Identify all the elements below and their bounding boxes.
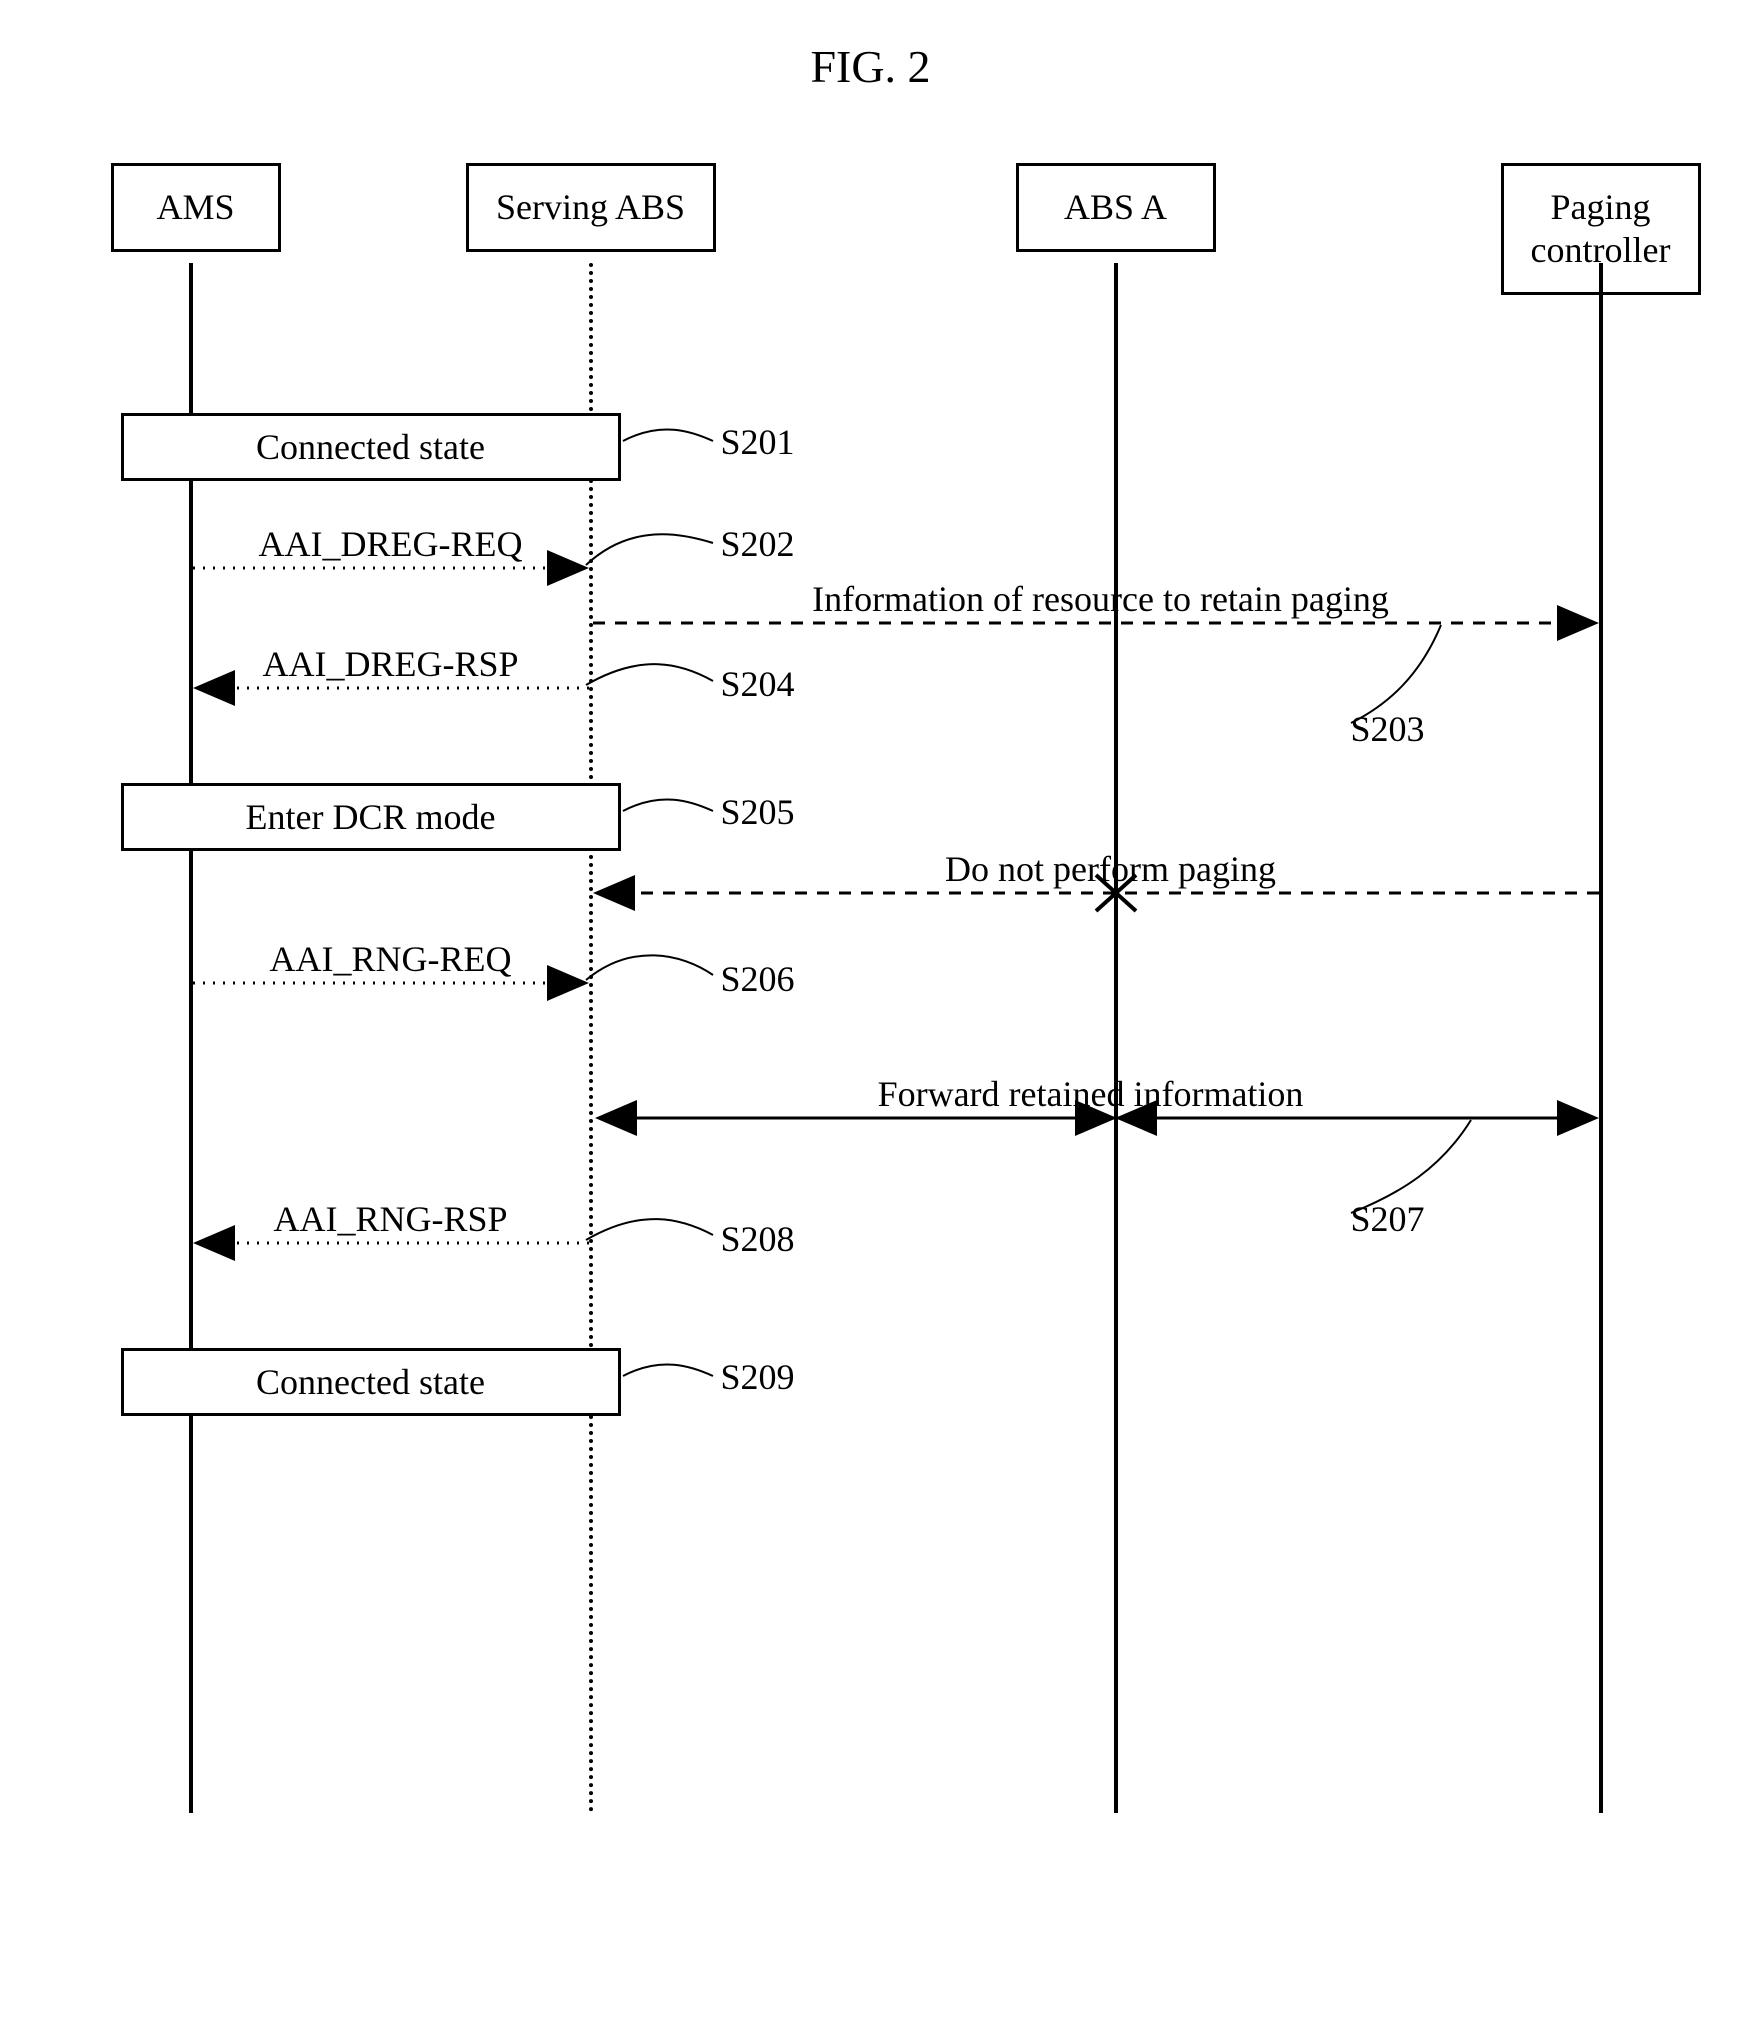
state-connected-s209: Connected state — [121, 1348, 621, 1416]
msg-s207: Forward retained information — [741, 1073, 1441, 1115]
msg-no-paging: Do not perform paging — [761, 848, 1461, 890]
label-s201: S201 — [721, 421, 795, 463]
msg-s208: AAI_RNG-RSP — [201, 1198, 581, 1240]
msg-s202: AAI_DREG-REQ — [201, 523, 581, 565]
arrows-layer — [41, 163, 1701, 1813]
label-s206: S206 — [721, 958, 795, 1000]
lifeline-ams — [189, 263, 193, 1813]
label-s208: S208 — [721, 1218, 795, 1260]
msg-s204: AAI_DREG-RSP — [201, 643, 581, 685]
actor-serving-abs: Serving ABS — [466, 163, 716, 252]
state-connected-s201: Connected state — [121, 413, 621, 481]
actor-abs-a: ABS A — [1016, 163, 1216, 252]
lifeline-abs-a — [1114, 263, 1118, 1813]
sequence-diagram: AMS Serving ABS ABS A Paging controller … — [41, 163, 1701, 1813]
state-dcr-s205: Enter DCR mode — [121, 783, 621, 851]
msg-s203: Information of resource to retain paging — [661, 578, 1541, 620]
label-s209: S209 — [721, 1356, 795, 1398]
label-s204: S204 — [721, 663, 795, 705]
figure-title: FIG. 2 — [40, 40, 1701, 93]
lifeline-serving-abs — [589, 263, 593, 1813]
msg-s206: AAI_RNG-REQ — [201, 938, 581, 980]
lifeline-paging — [1599, 263, 1603, 1813]
label-s205: S205 — [721, 791, 795, 833]
label-s203: S203 — [1351, 708, 1425, 750]
label-s207: S207 — [1351, 1198, 1425, 1240]
label-s202: S202 — [721, 523, 795, 565]
actor-ams: AMS — [111, 163, 281, 252]
